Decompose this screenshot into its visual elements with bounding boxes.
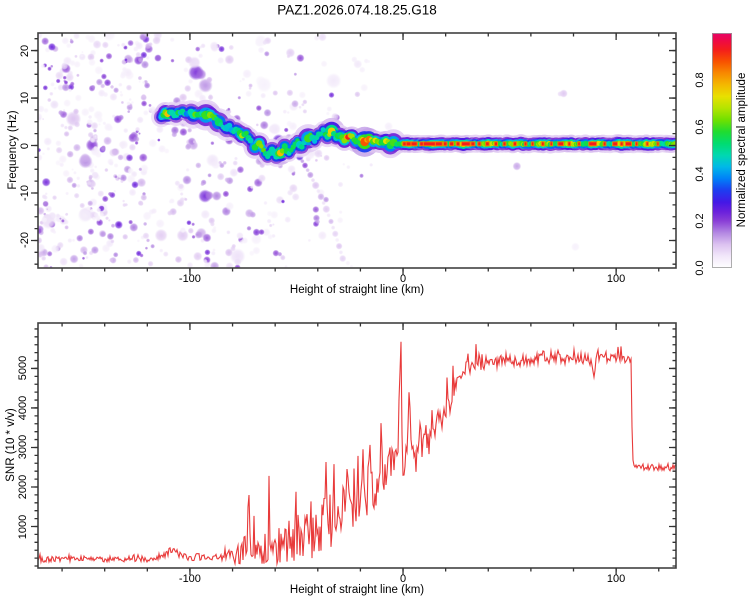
colorbar-tick-label: 0.4	[694, 166, 706, 182]
snr-ytick-label: 5000	[17, 356, 29, 381]
colorbar-tick-label: 0.0	[694, 260, 706, 276]
snr-xaxis-label: Height of straight line (km)	[289, 584, 425, 596]
spectrogram-xtick-label: -100	[178, 273, 201, 285]
spectrogram-yaxis-label: Frequency (Hz)	[7, 110, 19, 190]
spectrogram-xtick-label: 0	[399, 273, 407, 285]
spectrogram-xaxis-label: Height of straight line (km)	[289, 284, 425, 296]
spectrogram-ytick-label: -20	[19, 232, 31, 249]
snr-xtick-label: 100	[606, 573, 626, 585]
colorbar-tick-label: 0.8	[694, 72, 706, 88]
spectrogram-ytick-label: 0	[19, 142, 31, 149]
colorbar-tick-label: 0.2	[694, 213, 706, 229]
snr-xtick-label: -100	[178, 573, 201, 585]
colorbar-label: Normalized spectral amplitude	[736, 72, 748, 228]
figure-title: PAZ1.2026.074.18.25.G18	[277, 2, 437, 18]
snr-ytick-label: 3000	[17, 435, 29, 460]
snr-ytick-label: 1000	[17, 514, 29, 539]
spectrogram-ytick-label: 10	[19, 91, 31, 105]
spectrogram-ytick-label: -10	[19, 185, 31, 201]
colorbar-tick-label: 0.6	[694, 119, 706, 135]
spectrogram-xtick-label: 100	[606, 273, 626, 285]
snr-yaxis-label: SNR (10 * v/v)	[5, 408, 17, 482]
snr-xtick-label: 0	[399, 573, 407, 585]
snr-ytick-label: 2000	[17, 474, 29, 500]
snr-ytick-label: 4000	[17, 395, 29, 421]
spectrogram-ytick-label: 20	[19, 44, 31, 57]
